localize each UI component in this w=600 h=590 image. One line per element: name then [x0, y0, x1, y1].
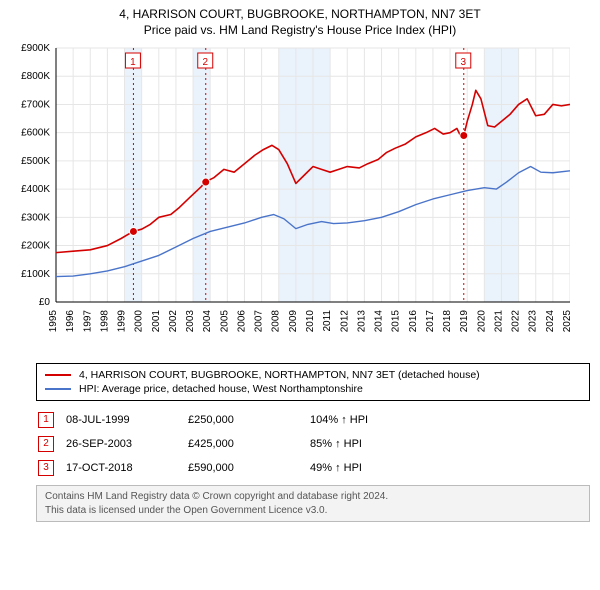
svg-text:£400K: £400K — [21, 184, 50, 195]
svg-text:3: 3 — [460, 57, 466, 68]
svg-text:2019: 2019 — [459, 310, 470, 333]
svg-text:2004: 2004 — [202, 310, 213, 333]
chart-area: £0 £100K £200K £300K £400K £500K £600K £700K £80… — [10, 42, 590, 357]
svg-text:2025: 2025 — [562, 310, 570, 333]
svg-text:2005: 2005 — [219, 310, 230, 333]
svg-text:£100K: £100K — [21, 269, 50, 280]
footer-line: This data is licensed under the Open Gov… — [45, 504, 581, 518]
svg-text:2: 2 — [202, 57, 208, 68]
svg-text:2013: 2013 — [356, 310, 367, 333]
legend-label: HPI: Average price, detached house, West… — [79, 383, 363, 395]
legend-item: HPI: Average price, detached house, West… — [45, 382, 581, 396]
svg-text:£600K: £600K — [21, 128, 50, 139]
marker-row: 2 26-SEP-2003£425,00085% ↑ HPI — [38, 433, 378, 455]
svg-text:2017: 2017 — [425, 310, 436, 333]
marker-price: £590,000 — [188, 457, 308, 479]
marker-row: 1 08-JUL-1999£250,000104% ↑ HPI — [38, 409, 378, 431]
svg-text:£900K: £900K — [21, 43, 50, 54]
svg-text:2009: 2009 — [288, 310, 299, 333]
svg-text:£200K: £200K — [21, 241, 50, 252]
svg-text:1997: 1997 — [82, 310, 93, 333]
marker-badge: 2 — [38, 436, 54, 452]
marker-date: 17-OCT-2018 — [66, 457, 186, 479]
svg-text:2012: 2012 — [339, 310, 350, 333]
svg-text:1999: 1999 — [117, 310, 128, 333]
svg-text:2023: 2023 — [528, 310, 539, 333]
svg-text:£0: £0 — [39, 297, 51, 308]
svg-text:2021: 2021 — [493, 310, 504, 333]
svg-text:2000: 2000 — [134, 310, 145, 333]
marker-delta: 85% ↑ HPI — [310, 433, 378, 455]
price-chart-svg: £0 £100K £200K £300K £400K £500K £600K £700K £80… — [10, 42, 570, 352]
legend: 4, HARRISON COURT, BUGBROOKE, NORTHAMPTO… — [36, 363, 590, 401]
legend-item: 4, HARRISON COURT, BUGBROOKE, NORTHAMPTO… — [45, 368, 581, 382]
marker-date: 08-JUL-1999 — [66, 409, 186, 431]
sale-markers-table: 1 08-JUL-1999£250,000104% ↑ HPI 2 26-SEP-20… — [36, 407, 380, 481]
svg-text:2001: 2001 — [151, 310, 162, 333]
chart-title-line2: Price paid vs. HM Land Registry's House … — [10, 22, 590, 38]
marker-delta: 104% ↑ HPI — [310, 409, 378, 431]
legend-label: 4, HARRISON COURT, BUGBROOKE, NORTHAMPTO… — [79, 369, 480, 381]
svg-text:1996: 1996 — [65, 310, 76, 333]
svg-text:2014: 2014 — [374, 310, 385, 333]
svg-text:2016: 2016 — [408, 310, 419, 333]
svg-text:1998: 1998 — [99, 310, 110, 333]
svg-text:2003: 2003 — [185, 310, 196, 333]
marker-price: £425,000 — [188, 433, 308, 455]
svg-text:2024: 2024 — [545, 310, 556, 333]
footer-line: Contains HM Land Registry data © Crown c… — [45, 490, 581, 504]
svg-text:£500K: £500K — [21, 156, 50, 167]
marker-row: 3 17-OCT-2018£590,00049% ↑ HPI — [38, 457, 378, 479]
svg-text:£700K: £700K — [21, 100, 50, 111]
svg-text:2006: 2006 — [236, 310, 247, 333]
marker-price: £250,000 — [188, 409, 308, 431]
marker-badge: 1 — [38, 412, 54, 428]
svg-text:2007: 2007 — [254, 310, 265, 333]
legend-swatch — [45, 388, 71, 390]
marker-date: 26-SEP-2003 — [66, 433, 186, 455]
svg-text:2022: 2022 — [511, 310, 522, 333]
svg-text:2015: 2015 — [391, 310, 402, 333]
legend-swatch — [45, 374, 71, 376]
svg-text:2020: 2020 — [476, 310, 487, 333]
marker-delta: 49% ↑ HPI — [310, 457, 378, 479]
svg-text:2018: 2018 — [442, 310, 453, 333]
marker-badge: 3 — [38, 460, 54, 476]
svg-text:2011: 2011 — [322, 310, 333, 332]
svg-text:2002: 2002 — [168, 310, 179, 333]
svg-text:2010: 2010 — [305, 310, 316, 333]
svg-text:1995: 1995 — [48, 310, 59, 333]
attribution-footer: Contains HM Land Registry data © Crown c… — [36, 485, 590, 522]
svg-text:£800K: £800K — [21, 72, 50, 83]
svg-text:2008: 2008 — [271, 310, 282, 333]
chart-title-line1: 4, HARRISON COURT, BUGBROOKE, NORTHAMPTO… — [10, 6, 590, 22]
svg-text:1: 1 — [130, 57, 136, 68]
svg-text:£300K: £300K — [21, 213, 50, 224]
